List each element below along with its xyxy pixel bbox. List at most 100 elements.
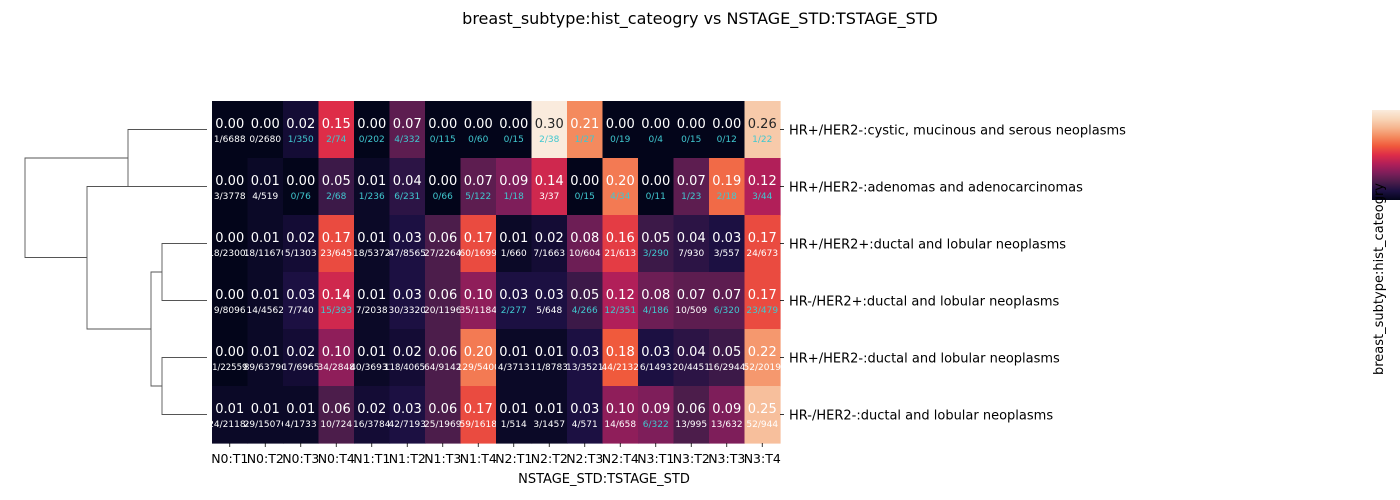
cell-count-label: 7/1663 bbox=[533, 249, 565, 259]
cell-count-label: 42/7193 bbox=[389, 420, 426, 430]
cell-count-label: 12/351 bbox=[604, 306, 636, 316]
cell-value-label: 0.00 bbox=[215, 288, 244, 303]
cell-count-label: 44/2132 bbox=[602, 363, 639, 373]
cell-value-label: 0.22 bbox=[748, 345, 777, 360]
cell-value-label: 0.01 bbox=[357, 231, 386, 246]
cell-value-label: 0.00 bbox=[641, 174, 670, 189]
cell-count-label: 52/2019 bbox=[744, 363, 782, 373]
cell-count-label: 2/38 bbox=[539, 135, 559, 145]
dendrogram-branch bbox=[86, 186, 151, 330]
heatmap-cell bbox=[496, 215, 533, 273]
heatmap-cell bbox=[247, 329, 284, 387]
cell-count-label: 1/660 bbox=[501, 249, 527, 259]
heatmap-cell bbox=[602, 272, 639, 330]
cell-count-label: 13/632 bbox=[711, 420, 743, 430]
cell-count-label: 0/2680 bbox=[249, 135, 281, 145]
cell-count-label: 1/23 bbox=[681, 192, 701, 202]
cell-value-label: 0.00 bbox=[641, 117, 670, 132]
row-tick-label: HR+/HER2-:adenomas and adenocarcinomas bbox=[789, 181, 1083, 196]
cell-value-label: 0.30 bbox=[535, 117, 564, 132]
cell-value-label: 0.07 bbox=[677, 174, 706, 189]
heatmap-cell bbox=[247, 272, 284, 330]
cell-value-label: 0.00 bbox=[712, 117, 741, 132]
cell-value-label: 0.01 bbox=[535, 345, 564, 360]
heatmap-cell bbox=[531, 101, 568, 159]
cell-value-label: 0.05 bbox=[712, 345, 741, 360]
cell-value-label: 0.02 bbox=[286, 231, 315, 246]
cell-value-label: 0.02 bbox=[357, 402, 386, 417]
cell-value-label: 0.00 bbox=[499, 117, 528, 132]
cell-count-label: 0/15 bbox=[504, 135, 524, 145]
cell-count-label: 59/1618 bbox=[460, 420, 498, 430]
heatmap-cell bbox=[389, 158, 426, 216]
heatmap-cell bbox=[709, 215, 746, 273]
heatmap-cell bbox=[389, 272, 426, 330]
cell-count-label: 0/60 bbox=[468, 135, 488, 145]
column-tick-label: N0:T4 bbox=[318, 451, 355, 466]
heatmap-cell bbox=[318, 272, 355, 330]
colorbar-label: breast_subtype:hist_cateogry bbox=[1372, 183, 1387, 375]
heatmap-cell bbox=[354, 329, 391, 387]
cell-count-label: 3/290 bbox=[643, 249, 669, 259]
x-axis-label: NSTAGE_STD:TSTAGE_STD bbox=[518, 472, 690, 487]
heatmap-cell bbox=[638, 215, 675, 273]
cell-value-label: 0.26 bbox=[748, 117, 777, 132]
heatmap-cell bbox=[709, 101, 746, 159]
cell-value-label: 0.01 bbox=[357, 174, 386, 189]
heatmap-cell bbox=[638, 272, 675, 330]
cell-count-label: 11/8783 bbox=[531, 363, 568, 373]
heatmap-cell bbox=[283, 101, 320, 159]
heatmap-cell bbox=[567, 101, 604, 159]
heatmap-cell bbox=[425, 215, 462, 273]
cell-value-label: 0.03 bbox=[570, 402, 599, 417]
cell-value-label: 0.17 bbox=[748, 231, 777, 246]
row-tick-labels: HR+/HER2-:cystic, mucinous and serous ne… bbox=[780, 124, 1126, 424]
cell-count-label: 20/1196 bbox=[424, 306, 462, 316]
heatmap-cell bbox=[460, 272, 497, 330]
cell-value-label: 0.09 bbox=[641, 402, 670, 417]
cell-value-label: 0.19 bbox=[712, 174, 741, 189]
cell-count-label: 6/322 bbox=[643, 420, 669, 430]
cell-count-label: 2/68 bbox=[326, 192, 346, 202]
column-tick-label: N2:T2 bbox=[531, 451, 568, 466]
column-tick-label: N1:T4 bbox=[460, 451, 497, 466]
cell-count-label: 5/122 bbox=[465, 192, 491, 202]
cell-count-label: 4/519 bbox=[252, 192, 278, 202]
cell-value-label: 0.05 bbox=[322, 174, 351, 189]
cell-value-label: 0.07 bbox=[393, 117, 422, 132]
heatmap-cell bbox=[354, 101, 391, 159]
cell-value-label: 0.09 bbox=[712, 402, 741, 417]
cell-count-label: 89/63796 bbox=[244, 363, 287, 373]
cell-count-label: 4/1733 bbox=[285, 420, 317, 430]
cell-value-label: 0.03 bbox=[393, 402, 422, 417]
cell-value-label: 0.14 bbox=[322, 288, 351, 303]
cell-value-label: 0.02 bbox=[286, 117, 315, 132]
cell-value-label: 0.02 bbox=[535, 231, 564, 246]
cell-value-label: 0.00 bbox=[428, 174, 457, 189]
cell-value-label: 0.00 bbox=[215, 174, 244, 189]
cell-value-label: 0.00 bbox=[570, 174, 599, 189]
heatmap-cell bbox=[567, 272, 604, 330]
column-tick-label: N3:T3 bbox=[708, 451, 745, 466]
heatmap-cell bbox=[425, 101, 462, 159]
cell-count-label: 14/4562 bbox=[247, 306, 284, 316]
heatmap-cell bbox=[389, 386, 426, 444]
cell-count-label: 9/8096 bbox=[214, 306, 246, 316]
cell-count-label: 2/277 bbox=[501, 306, 527, 316]
cell-count-label: 0/12 bbox=[717, 135, 737, 145]
cell-count-label: 25/1969 bbox=[424, 420, 462, 430]
heatmap-cell bbox=[389, 215, 426, 273]
cell-count-label: 10/724 bbox=[320, 420, 352, 430]
cell-count-label: 1/6688 bbox=[214, 135, 246, 145]
heatmap-cell bbox=[212, 329, 249, 387]
heatmap-cell bbox=[673, 329, 710, 387]
cell-value-label: 0.01 bbox=[499, 402, 528, 417]
heatmap-cell bbox=[425, 158, 462, 216]
column-tick-label: N2:T1 bbox=[495, 451, 532, 466]
column-tick-label: N0:T3 bbox=[282, 451, 319, 466]
cell-value-label: 0.17 bbox=[748, 288, 777, 303]
cell-value-label: 0.03 bbox=[393, 231, 422, 246]
row-tick-label: HR-/HER2+:ductal and lobular neoplasms bbox=[789, 295, 1060, 310]
cell-value-label: 0.01 bbox=[251, 345, 280, 360]
cell-count-label: 3/3778 bbox=[214, 192, 246, 202]
